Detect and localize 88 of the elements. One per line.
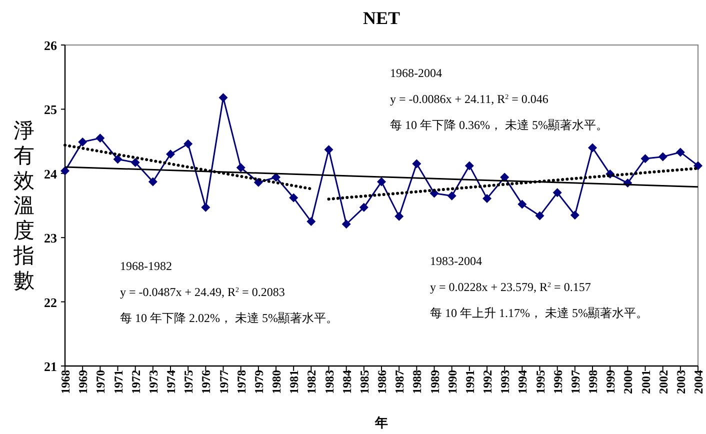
y-tick-label: 25 (44, 102, 58, 118)
point (148, 177, 158, 186)
x-tick-label: 1980 (270, 370, 284, 394)
annotation: 每 10 年下降 0.36%， 未達 5%顯著水平。 (390, 118, 608, 132)
x-tick-label: 1992 (480, 370, 494, 394)
x-tick-label: 1977 (216, 370, 231, 394)
annotation: y = 0.0228x + 23.579, R$^{2}$ = 0.157 (430, 280, 591, 294)
annotation: 每 10 年下降 2.02%， 未達 5%顯著水平。 (120, 311, 338, 325)
annotation: 1968-2004 (390, 66, 442, 80)
x-tick-label: 1995 (533, 370, 548, 394)
annotation: 每 10 年上升 1.17%， 未達 5%顯著水平。 (430, 306, 648, 320)
point (324, 145, 334, 154)
x-tick-label: 1981 (287, 370, 302, 394)
x-tick-label: 2003 (674, 370, 688, 394)
x-tick-label: 1996 (550, 370, 565, 394)
point (359, 202, 368, 212)
point (447, 191, 456, 200)
y-tick-label: 22 (44, 294, 57, 310)
x-tick-label: 1984 (340, 370, 354, 394)
x-tick-label: 1988 (410, 370, 424, 394)
x-tick-label: 1978 (234, 370, 248, 394)
point (694, 161, 702, 170)
point (78, 137, 88, 146)
x-tick-label: 1987 (392, 370, 407, 394)
y-axis-title: 淨有效溫度指數 (12, 118, 34, 292)
x-tick-label: 1990 (445, 370, 460, 394)
point (272, 172, 280, 182)
x-tick-label: 1972 (128, 370, 143, 394)
x-tick-label: 1971 (111, 370, 126, 394)
x-tick-label: 2004 (692, 370, 706, 394)
point (394, 212, 404, 221)
x-tick-label: 2000 (621, 370, 636, 394)
point (535, 211, 544, 220)
point (166, 150, 175, 159)
x-tick-label: 2002 (656, 370, 670, 394)
point (289, 193, 298, 202)
point (60, 166, 70, 176)
point (658, 152, 668, 162)
point (518, 200, 527, 209)
point (113, 154, 122, 164)
y-tick-label: 21 (44, 359, 57, 374)
point (500, 172, 510, 182)
x-tick-label: 1994 (516, 370, 530, 394)
x-tick-label: 1969 (76, 370, 90, 394)
point (201, 202, 210, 212)
x-tick-label: 1968 (58, 370, 72, 394)
x-tick-label: 1979 (252, 370, 266, 394)
x-tick-label: 1999 (604, 370, 618, 394)
x-tick-label: 1973 (146, 370, 160, 394)
x-tick-label: 1986 (375, 370, 389, 394)
x-tick-label: 1998 (586, 370, 600, 394)
annotation: 1983-2004 (430, 254, 482, 268)
point (306, 217, 316, 226)
point (236, 163, 246, 172)
y-tick-label: 23 (44, 230, 58, 246)
point (676, 148, 685, 157)
x-tick-label: 1982 (304, 370, 319, 394)
x-tick-label: 1975 (182, 370, 196, 394)
point (377, 177, 386, 186)
annotation: 1968-1982 (120, 259, 172, 273)
point (342, 220, 351, 229)
x-tick-label: 1970 (94, 370, 108, 394)
y-tick-label: 24 (44, 166, 58, 182)
point (640, 154, 650, 164)
x-axis-title: 年 (374, 415, 388, 430)
x-tick-label: 1985 (357, 370, 372, 394)
x-tick-label: 1997 (568, 370, 582, 394)
point (96, 134, 105, 143)
point (412, 159, 422, 168)
annotation: y = -0.0086x + 24.11, R$^{2}$ = 0.046 (390, 92, 548, 106)
annotation: y = -0.0487x + 24.49, R$^{2}$ = 0.2083 (120, 285, 285, 299)
x-tick-label: 1989 (428, 370, 442, 394)
x-tick-label: 1991 (462, 370, 477, 394)
x-tick-label: 1976 (199, 370, 214, 394)
y-tick-label: 26 (44, 38, 58, 53)
x-tick-label: 1993 (498, 370, 512, 394)
point (130, 158, 140, 167)
point (464, 161, 474, 170)
point (184, 139, 193, 148)
point (588, 143, 597, 152)
x-tick-label: 2001 (638, 370, 653, 394)
point (218, 93, 228, 102)
x-tick-label: 1983 (322, 370, 336, 394)
point (570, 210, 580, 220)
point (482, 194, 492, 203)
x-tick-label: 1974 (164, 370, 178, 394)
chart-title: NET (362, 8, 400, 28)
point (552, 188, 562, 198)
